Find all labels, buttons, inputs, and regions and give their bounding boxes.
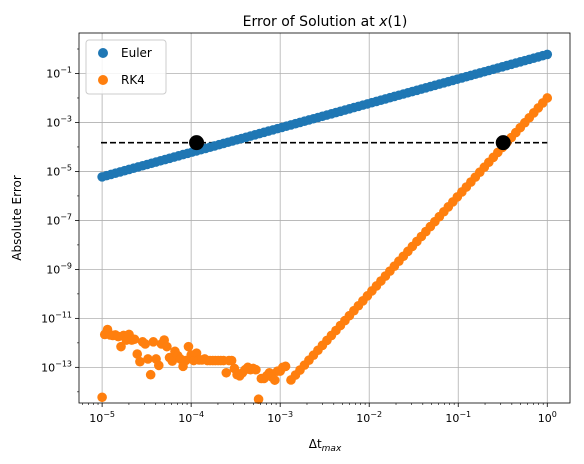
rk4-point: [542, 93, 553, 103]
chart-title: Error of Solution at x(1): [243, 14, 408, 30]
rk4-point: [269, 375, 280, 385]
legend-label-euler: Euler: [121, 46, 152, 60]
rk4-point: [143, 354, 153, 364]
y-tick-label: 10−1: [46, 65, 72, 80]
rk4-point: [183, 341, 194, 352]
x-axis-ticks: 10−5 10−4 10−3 10−2 10−1 100: [82, 403, 557, 425]
x-tick-label: 10−4: [178, 410, 204, 425]
y-axis-ticks: 10−13 10−11 10−9 10−7 10−5 10−3 10−1: [41, 48, 79, 393]
rk4-point: [148, 337, 159, 347]
rk4-point: [280, 361, 291, 372]
x-tick-label: 10−1: [445, 410, 471, 425]
rk4-point: [251, 364, 261, 375]
y-tick-label: 10−9: [46, 261, 72, 276]
legend-marker-euler: [98, 48, 108, 58]
y-tick-label: 10−7: [46, 212, 72, 227]
rk4-point: [153, 360, 164, 371]
y-tick-label: 10−13: [41, 359, 72, 374]
intersection-point: [495, 135, 511, 151]
legend-marker-rk4: [98, 75, 108, 85]
intersection-point: [189, 135, 205, 151]
x-tick-label: 10−5: [89, 410, 115, 425]
rk4-point: [135, 356, 145, 367]
legend-label-rk4: RK4: [121, 73, 145, 87]
rk4-point: [162, 341, 172, 352]
rk4-point: [97, 392, 107, 403]
rk4-point: [116, 341, 126, 352]
euler-point: [542, 49, 553, 60]
intersection-points: [189, 135, 511, 151]
y-tick-label: 10−5: [46, 163, 72, 178]
rk4-point: [253, 394, 264, 405]
y-axis-title: Absolute Error: [10, 175, 24, 261]
y-tick-label: 10−11: [41, 310, 72, 325]
rk4-point: [145, 369, 156, 380]
rk4-point: [221, 367, 232, 378]
x-axis-title: Δtmax: [309, 437, 342, 454]
x-tick-label: 10−2: [356, 410, 382, 425]
plot-frame: [78, 32, 571, 404]
rk4-point: [129, 334, 140, 345]
legend: Euler RK4: [85, 39, 167, 95]
rk4-point: [132, 349, 143, 359]
y-tick-label: 10−3: [46, 114, 72, 129]
grid-lines: [79, 33, 570, 403]
x-tick-label: 10−3: [267, 410, 293, 425]
data-points: [97, 49, 553, 405]
rk4-point: [226, 355, 237, 366]
rk4-point: [140, 339, 151, 349]
x-tick-label: 100: [538, 410, 557, 425]
